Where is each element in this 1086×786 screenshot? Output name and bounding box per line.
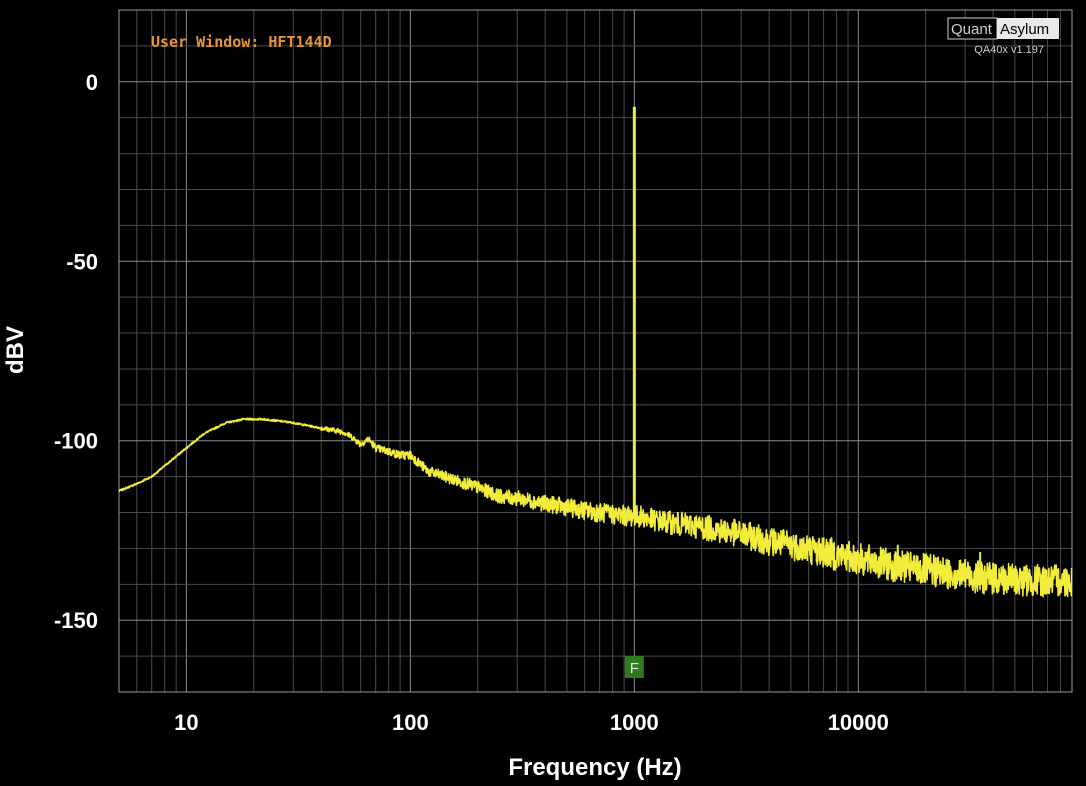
logo-right-box: [997, 18, 1059, 39]
marker-box[interactable]: [624, 656, 644, 678]
x-axis-title: Frequency (Hz): [508, 754, 681, 781]
marker-label: F: [630, 660, 639, 677]
noise-trace: [118, 417, 1073, 598]
y-axis-title: dBV: [2, 326, 29, 374]
window-label: User Window: HFT144D: [151, 33, 332, 51]
x-tick-label: 10: [174, 710, 198, 735]
fundamental-marker[interactable]: F: [624, 656, 644, 678]
logo-right-text: Asylum: [1000, 21, 1049, 38]
y-tick-label: 0: [86, 70, 98, 95]
tick-labels: 10 100 1000 10000 0 -50 -100 -150: [54, 70, 889, 735]
x-tick-label: 10000: [828, 710, 889, 735]
version-label: QA40x v1.197: [974, 44, 1044, 56]
trace-layer: [118, 106, 1073, 598]
logo-left-text: Quant: [951, 21, 993, 38]
x-tick-label: 100: [392, 710, 429, 735]
y-tick-label: -150: [54, 608, 98, 633]
y-tick-label: -50: [66, 249, 98, 274]
plot-frame: [118, 9, 1073, 693]
x-tick-label: 1000: [610, 710, 659, 735]
y-tick-label: -100: [54, 429, 98, 454]
quantasylum-logo: Quant Asylum QA40x v1.197: [947, 17, 1059, 56]
